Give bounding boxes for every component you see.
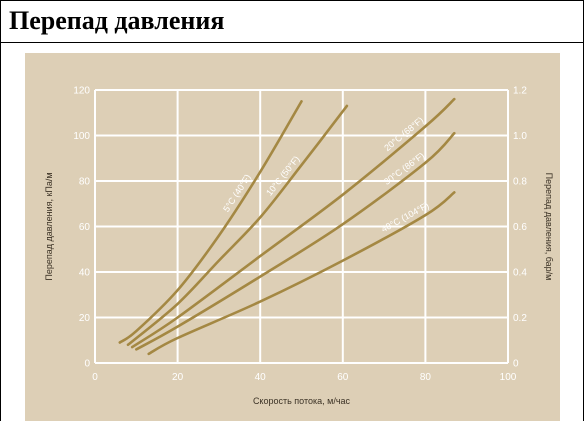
curve-line-3 [135,131,456,351]
x-tick-label: 100 [500,372,517,383]
curve-line-2 [130,97,456,349]
y2-tick-label: 0.6 [513,222,527,233]
curve-line-0 [118,100,303,344]
y-tick-label: 120 [73,86,90,97]
x-axis-label: Скорость потока, м/час [253,396,351,406]
y2-tick-label: 0 [513,359,519,370]
y-tick-label: 20 [79,313,91,324]
y2-axis-label: Перепад давления, бар/м [544,173,554,281]
page-title: Перепад давления [9,6,225,35]
curve-label-2: 20°C (68°F) [382,115,425,153]
tick-labels: 0 20 40 60 80 100 120 0 0.2 0.4 0.6 0.8 1.0 1.2 0 20 40 6… [73,86,527,384]
curve-line-1 [126,104,349,347]
x-tick-label: 80 [420,372,432,383]
y2-tick-label: 1.2 [513,86,527,97]
x-tick-label: 20 [172,372,184,383]
title-divider [1,42,583,43]
y2-tick-label: 0.4 [513,268,527,279]
top-rule [1,0,583,1]
curve-line-4 [147,191,456,356]
y-axis-label: Перепад давления, кПа/м [44,172,54,280]
axis-labels: Скорость потока, м/час Перепад давления, … [44,172,554,406]
y2-tick-label: 0.2 [513,313,527,324]
y-tick-label: 0 [84,359,90,370]
y-tick-label: 100 [73,131,90,142]
y-tick-label: 80 [79,177,91,188]
x-tick-label: 60 [337,372,349,383]
y-tick-label: 40 [79,268,91,279]
y2-tick-label: 0.8 [513,177,527,188]
x-tick-label: 40 [255,372,267,383]
x-tick-label: 0 [92,372,98,383]
grid-lines [94,89,509,364]
y2-tick-label: 1.0 [513,131,527,142]
y-tick-label: 60 [79,222,91,233]
chart-background [25,53,560,421]
